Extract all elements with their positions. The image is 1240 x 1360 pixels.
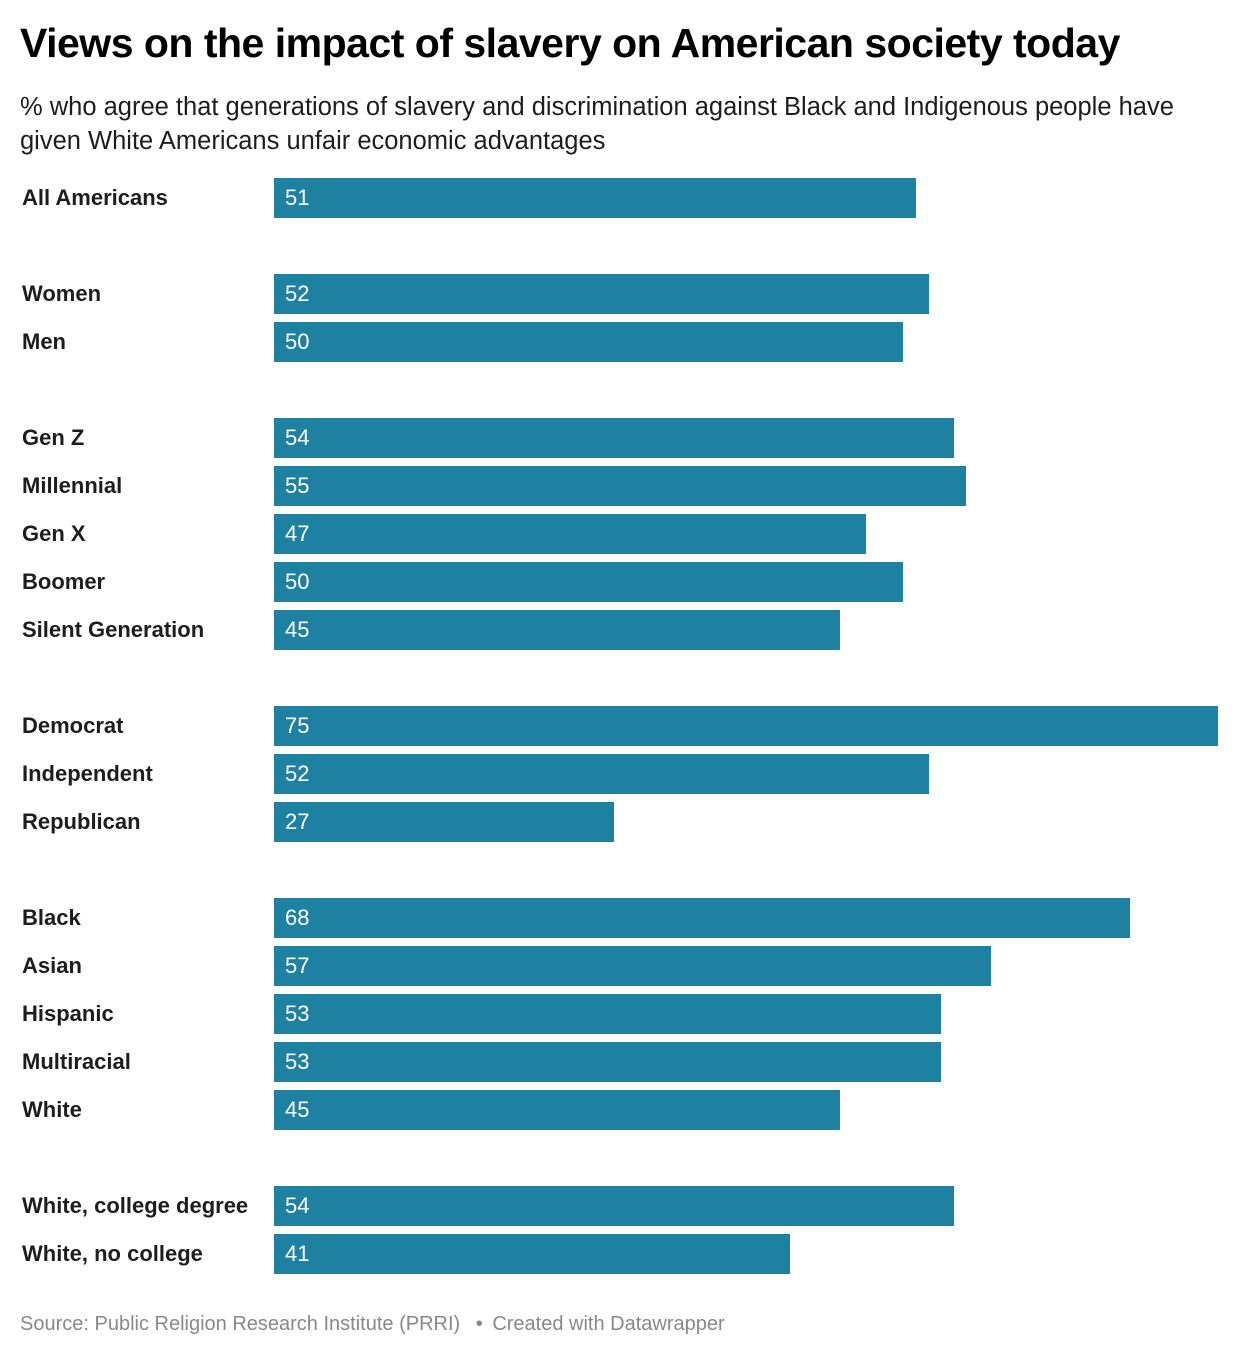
- category-label: Silent Generation: [22, 617, 205, 642]
- bar-value-label: 54: [285, 425, 310, 450]
- bar: 55: [274, 466, 967, 506]
- category-label: Gen X: [22, 521, 86, 546]
- bar: 53: [274, 1042, 942, 1082]
- bar-value-label: 75: [285, 713, 310, 738]
- bar: 51: [274, 178, 916, 218]
- category-label: Gen Z: [22, 425, 85, 450]
- bar: 75: [274, 706, 1218, 746]
- bar: 54: [274, 418, 954, 458]
- bar: 41: [274, 1234, 791, 1274]
- bar-value-label: 50: [285, 569, 310, 594]
- bar: 54: [274, 1186, 954, 1226]
- bar-value-label: 52: [285, 281, 310, 306]
- bar: 45: [274, 610, 841, 650]
- bar: 57: [274, 946, 992, 986]
- category-label: Multiracial: [22, 1049, 131, 1074]
- bar: 47: [274, 514, 866, 554]
- bar-value-label: 54: [285, 1193, 310, 1218]
- bar: 53: [274, 994, 942, 1034]
- bar-value-label: 45: [285, 1097, 310, 1122]
- footer-separator: •: [475, 1313, 483, 1335]
- bar-value-label: 55: [285, 473, 310, 498]
- bar-value-label: 57: [285, 953, 310, 978]
- category-label: All Americans: [22, 185, 168, 210]
- chart-subtitle: % who agree that generations of slavery …: [20, 93, 1174, 155]
- category-label: White, no college: [22, 1241, 203, 1266]
- bar-value-label: 51: [285, 185, 310, 210]
- bar-value-label: 47: [285, 521, 310, 546]
- bar: 50: [274, 322, 904, 362]
- bar-value-label: 41: [285, 1241, 310, 1266]
- bar-value-label: 45: [285, 617, 310, 642]
- bar-value-label: 68: [285, 905, 310, 930]
- category-label: White: [22, 1097, 82, 1122]
- bar-value-label: 27: [285, 809, 310, 834]
- category-label: Millennial: [22, 473, 123, 498]
- bar: 68: [274, 898, 1130, 938]
- category-label: White, college degree: [22, 1193, 249, 1218]
- bar-value-label: 52: [285, 761, 310, 786]
- category-label: Boomer: [22, 569, 106, 594]
- chart-footer: Source: Public Religion Research Institu…: [20, 1313, 725, 1336]
- category-label: Asian: [22, 953, 82, 978]
- bar: 27: [274, 802, 614, 842]
- bar-value-label: 53: [285, 1001, 310, 1026]
- bar-value-label: 53: [285, 1049, 310, 1074]
- category-label: Republican: [22, 809, 141, 834]
- category-label: Hispanic: [22, 1001, 114, 1026]
- category-label: Women: [22, 281, 102, 306]
- bar: 45: [274, 1090, 841, 1130]
- category-label: Democrat: [22, 713, 124, 738]
- datawrapper-credit-link[interactable]: Created with Datawrapper: [492, 1313, 725, 1335]
- bar: 52: [274, 754, 929, 794]
- bar: 50: [274, 562, 904, 602]
- category-label: Men: [22, 329, 66, 354]
- bar-value-label: 50: [285, 329, 310, 354]
- chart-title: Views on the impact of slavery on Americ…: [20, 20, 1120, 66]
- category-label: Black: [22, 905, 81, 930]
- bar: 52: [274, 274, 929, 314]
- category-label: Independent: [22, 761, 153, 786]
- source-note: Source: Public Religion Research Institu…: [20, 1313, 461, 1335]
